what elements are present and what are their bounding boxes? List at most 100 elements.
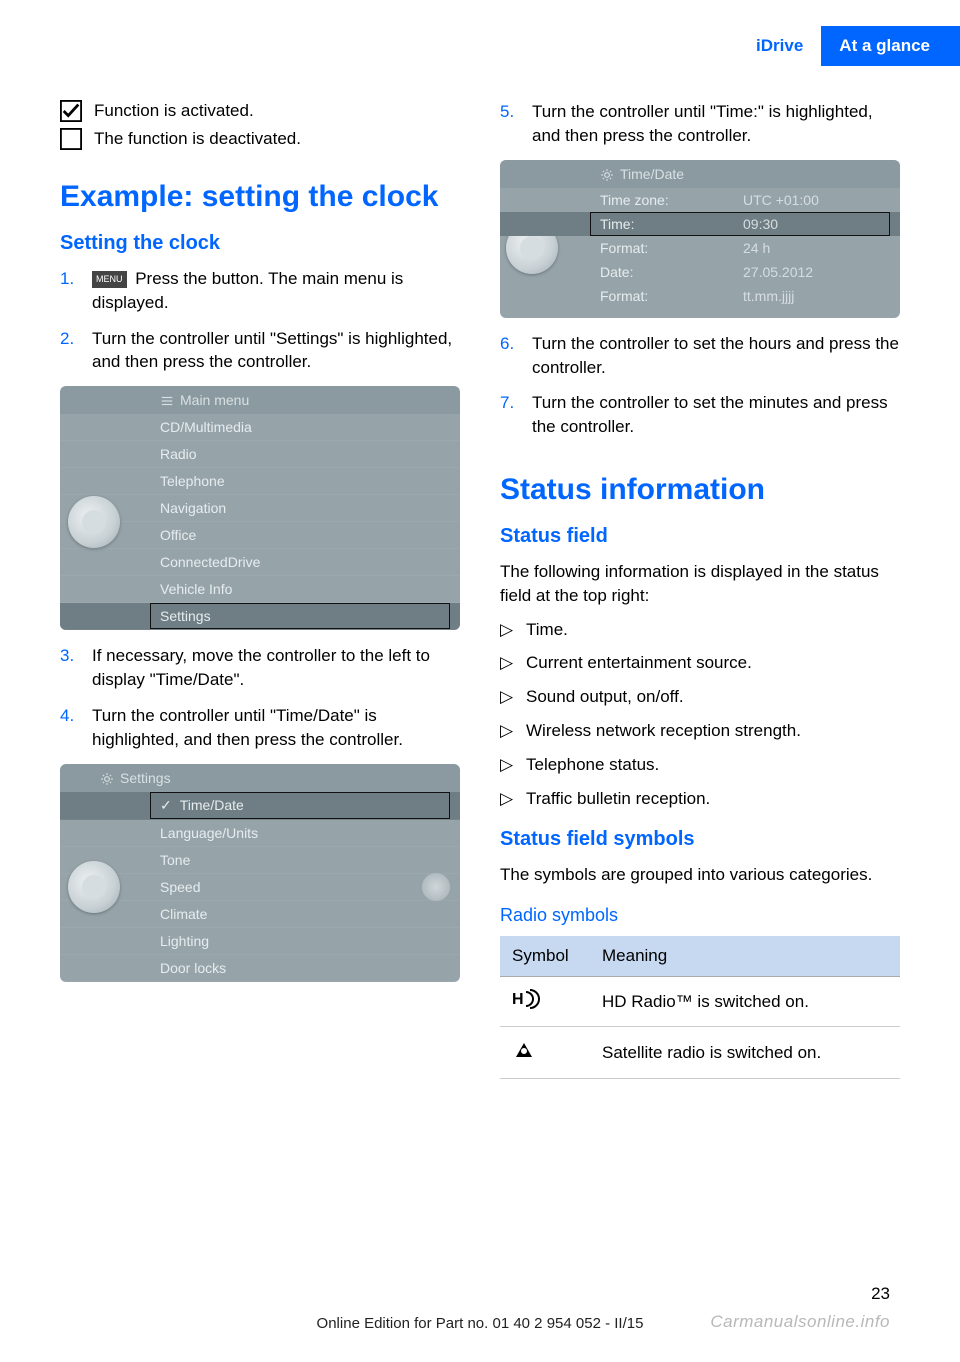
main-menu-item: ConnectedDrive [60, 549, 460, 576]
function-activated-text: Function is activated. [94, 101, 254, 121]
settings-menu-body: ✓ Time/Date Language/Units Tone Speed Climate… [60, 792, 460, 982]
table-row: H HD Radio™ is switched on. [500, 977, 900, 1027]
time-date-value: tt.mm.jjjj [743, 288, 886, 304]
checkbox-checked-icon [60, 100, 82, 122]
step-6: 6. Turn the controller to set the hours … [500, 332, 900, 380]
right-column: 5. Turn the controller until "Time:" is … [500, 100, 900, 1079]
settings-menu-item-label: Door locks [160, 960, 226, 976]
step-5-num: 5. [500, 100, 520, 148]
step-3: 3. If necessary, move the controller to … [60, 644, 460, 692]
settings-menu-screenshot: Settings ✓ Time/Date Language/Units Tone Spe… [60, 764, 460, 982]
step-6-num: 6. [500, 332, 520, 380]
table-col-symbol: Symbol [500, 936, 590, 977]
time-date-screenshot: Time/Date Time zone:UTC +01:00Time:09:30… [500, 160, 900, 318]
step-3-num: 3. [60, 644, 80, 692]
time-date-row: Time:09:30 [500, 212, 900, 236]
hd-radio-icon: H [500, 977, 590, 1027]
settings-menu-item-label: Tone [160, 852, 190, 868]
status-field-list: ▷Time.▷Current entertainment source.▷Sou… [500, 618, 900, 811]
settings-menu-item-label: Lighting [160, 933, 209, 949]
settings-menu-title: Settings [60, 764, 460, 792]
svg-text:H: H [512, 991, 524, 1008]
status-field-item: ▷Wireless network reception strength. [500, 719, 900, 743]
main-menu-item: Navigation [60, 495, 460, 522]
left-column: Function is activated. The function is d… [60, 100, 460, 1079]
page-number: 23 [871, 1284, 890, 1304]
settings-menu-item-label: Language/Units [160, 825, 258, 841]
satellite-radio-icon [500, 1027, 590, 1079]
main-menu-item: Radio [60, 441, 460, 468]
radio-symbols-table: Symbol Meaning H HD Radio™ is switched o… [500, 936, 900, 1079]
status-field-item-text: Time. [526, 618, 568, 642]
gear-icon [100, 772, 114, 786]
step-5: 5. Turn the controller until "Time:" is … [500, 100, 900, 148]
settings-menu-item: Climate [60, 901, 460, 928]
settings-menu-item: Lighting [60, 928, 460, 955]
step-5-text: Turn the controller until "Time:" is hig… [532, 100, 900, 148]
settings-menu-item-label: Climate [160, 906, 207, 922]
controller-knob-icon [68, 496, 120, 548]
step-1-body: Press the button. The main menu is displ… [92, 269, 403, 312]
main-menu-body: CD/MultimediaRadioTelephoneNavigationOff… [60, 414, 460, 630]
bullet-icon: ▷ [500, 651, 514, 675]
heading-status-field: Status field [500, 525, 900, 548]
function-activated-line: Function is activated. [60, 100, 460, 122]
satellite-radio-meaning: Satellite radio is switched on. [590, 1027, 900, 1079]
function-deactivated-text: The function is deactivated. [94, 129, 301, 149]
bullet-icon: ▷ [500, 685, 514, 709]
time-date-row: Time zone:UTC +01:00 [500, 188, 900, 212]
heading-status-symbols: Status field symbols [500, 828, 900, 851]
settings-menu-title-text: Settings [120, 770, 171, 786]
time-date-label: Time zone: [600, 192, 743, 208]
settings-menu-item: Language/Units [60, 820, 460, 847]
table-row: Satellite radio is switched on. [500, 1027, 900, 1079]
step-1-num: 1. [60, 267, 80, 315]
time-date-body: Time zone:UTC +01:00Time:09:30Format:24 … [500, 188, 900, 308]
heading-setting-clock: Setting the clock [60, 232, 460, 255]
gear-icon [600, 168, 614, 182]
bullet-icon: ▷ [500, 618, 514, 642]
time-date-label: Format: [600, 240, 743, 256]
status-field-item-text: Wireless network reception strength. [526, 719, 801, 743]
time-date-value: UTC +01:00 [743, 192, 886, 208]
time-date-label: Date: [600, 264, 743, 280]
controller-knob-right-icon [422, 873, 450, 901]
time-date-label: Time: [600, 216, 743, 232]
header-idrive: iDrive [756, 36, 821, 56]
menu-button-icon: MENU [92, 271, 127, 288]
time-date-row: Format:tt.mm.jjjj [500, 284, 900, 308]
step-2: 2. Turn the controller until "Settings" … [60, 327, 460, 375]
header-section: At a glance [821, 26, 960, 66]
time-date-title: Time/Date [500, 160, 900, 188]
bullet-icon: ▷ [500, 787, 514, 811]
heading-example-clock: Example: setting the clock [60, 180, 460, 214]
status-field-para: The following information is displayed i… [500, 560, 900, 608]
main-menu-item: Telephone [60, 468, 460, 495]
check-icon: ✓ [160, 797, 172, 813]
status-symbols-para: The symbols are grouped into various cat… [500, 863, 900, 887]
function-deactivated-line: The function is deactivated. [60, 128, 460, 150]
step-1: 1. MENU Press the button. The main menu … [60, 267, 460, 315]
settings-menu-item-label: Time/Date [180, 797, 244, 813]
heading-status-information: Status information [500, 473, 900, 507]
status-field-item: ▷Sound output, on/off. [500, 685, 900, 709]
status-field-item: ▷Telephone status. [500, 753, 900, 777]
main-menu-screenshot: Main menu CD/MultimediaRadioTelephoneNav… [60, 386, 460, 630]
step-3-text: If necessary, move the controller to the… [92, 644, 460, 692]
settings-menu-item: ✓ Time/Date [60, 792, 460, 820]
step-7: 7. Turn the controller to set the minute… [500, 391, 900, 439]
checkbox-empty-icon [60, 128, 82, 150]
step-6-text: Turn the controller to set the hours and… [532, 332, 900, 380]
main-menu-item: Vehicle Info [60, 576, 460, 603]
time-date-value: 09:30 [743, 216, 886, 232]
time-date-row: Date:27.05.2012 [500, 260, 900, 284]
step-1-text: MENU Press the button. The main menu is … [92, 267, 460, 315]
page-header: iDrive At a glance [756, 26, 960, 66]
settings-menu-item: Speed [60, 874, 460, 901]
step-2-text: Turn the controller until "Settings" is … [92, 327, 460, 375]
heading-radio-symbols: Radio symbols [500, 905, 900, 926]
step-7-text: Turn the controller to set the minutes a… [532, 391, 900, 439]
settings-menu-item: Tone [60, 847, 460, 874]
table-col-meaning: Meaning [590, 936, 900, 977]
main-menu-title-text: Main menu [180, 392, 249, 408]
